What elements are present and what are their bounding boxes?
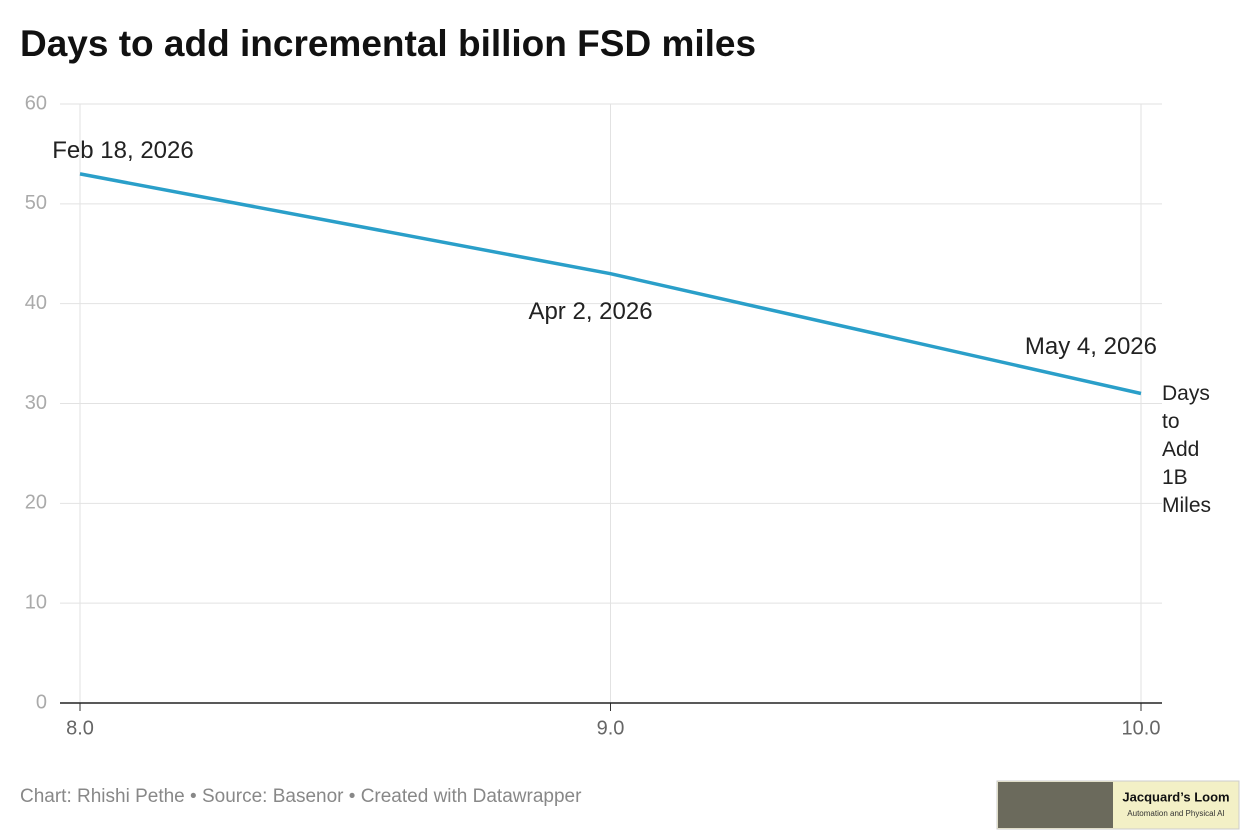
point-label: Feb 18, 2026 (52, 137, 193, 164)
y-tick-label: 60 (25, 92, 47, 114)
y-tick-label: 0 (36, 691, 47, 713)
x-tick-label: 10.0 (1122, 717, 1161, 739)
line (79, 172, 1142, 396)
logo-image (998, 782, 1113, 828)
x-tick-label: 8.0 (66, 717, 94, 739)
logo-title: Jacquard’s Loom (1122, 789, 1229, 804)
y-tick-label: 30 (25, 392, 47, 414)
point-label: May 4, 2026 (1025, 333, 1157, 360)
logo: Jacquard’s Loom Automation and Physical … (996, 780, 1240, 830)
y-tick-label: 40 (25, 292, 47, 314)
chart-title: Days to add incremental billion FSD mile… (20, 23, 756, 64)
credit: Chart: Rhishi Pethe • Source: Basenor • … (20, 786, 582, 807)
y-tick-label: 20 (25, 492, 47, 514)
y-tick-label: 10 (25, 591, 47, 613)
x-tick-label: 9.0 (597, 717, 625, 739)
series-label: Days to Add 1B Miles (1162, 382, 1212, 517)
y-tick-label: 50 (25, 192, 47, 214)
point-label: Apr 2, 2026 (528, 298, 652, 325)
logo-subtitle: Automation and Physical AI (1127, 809, 1224, 818)
